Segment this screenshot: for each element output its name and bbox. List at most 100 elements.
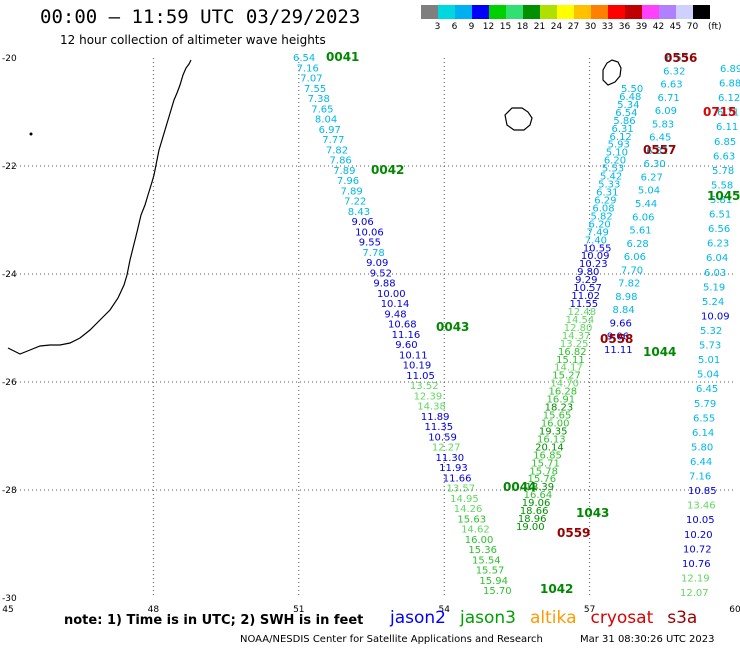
swh-value: 11.11 bbox=[604, 345, 633, 356]
swh-value: 6.29 bbox=[594, 195, 616, 206]
swh-value: 6.63 bbox=[713, 151, 735, 162]
swh-value: 6.12 bbox=[718, 93, 740, 104]
swh-value: 7.07 bbox=[300, 74, 322, 85]
swh-value: 10.11 bbox=[399, 350, 428, 361]
colorbar-swatch bbox=[506, 5, 523, 19]
colorbar-swatch bbox=[472, 5, 489, 19]
swh-value: 10.20 bbox=[684, 530, 713, 541]
swh-value: 5.33 bbox=[598, 180, 620, 191]
colorbar-swatch bbox=[642, 5, 659, 19]
legend-altika: altika bbox=[530, 608, 577, 628]
swh-value: 15.63 bbox=[457, 514, 486, 525]
swh-value: 6.85 bbox=[714, 137, 736, 148]
swh-value: 11.35 bbox=[425, 422, 454, 433]
swh-value: 5.10 bbox=[606, 148, 628, 159]
swh-value: 7.96 bbox=[337, 176, 359, 187]
swh-value: 15.78 bbox=[529, 466, 558, 477]
swh-value: 5.50 bbox=[621, 84, 643, 95]
swh-value: 6.54 bbox=[615, 108, 637, 119]
swh-value: 5.58 bbox=[711, 180, 733, 191]
swh-value: 6.30 bbox=[643, 159, 665, 170]
swh-value: 6.06 bbox=[632, 212, 654, 223]
swh-value: 5.80 bbox=[691, 442, 713, 453]
swh-value: 8.04 bbox=[315, 115, 337, 126]
colorbar-swatch bbox=[591, 5, 608, 19]
colorbar-label: 12 bbox=[482, 22, 495, 32]
swh-value: 19.00 bbox=[516, 522, 545, 533]
colorbar-swatch bbox=[455, 5, 472, 19]
swh-value: 12.19 bbox=[681, 573, 710, 584]
lat-tick-label: -26 bbox=[2, 378, 17, 388]
colorbar-label: 24 bbox=[550, 22, 563, 32]
axis-labels: 45 48 51 54 57 60 -20 -22 -24 -26 -28 -30 bbox=[2, 54, 740, 615]
map-title: 00:00 – 11:59 UTC 03/29/2023 bbox=[40, 6, 361, 28]
swh-value: 6.28 bbox=[627, 239, 649, 250]
swh-value: 9.80 bbox=[577, 267, 599, 278]
colorbar-swatch bbox=[693, 5, 710, 19]
swh-value: 7.70 bbox=[621, 265, 643, 276]
swh-value: 9.06 bbox=[351, 217, 373, 228]
swh-value: 15.57 bbox=[476, 566, 505, 577]
swh-value: 15.54 bbox=[472, 555, 501, 566]
swh-value: 6.14 bbox=[692, 428, 714, 439]
colorbar-label: 21 bbox=[533, 22, 546, 32]
swh-value: 5.44 bbox=[635, 199, 657, 210]
swh-value: 16.64 bbox=[524, 490, 553, 501]
swh-value: 11.05 bbox=[406, 371, 435, 382]
swh-value: 15.94 bbox=[479, 576, 508, 587]
colorbar-label: 27 bbox=[567, 22, 580, 32]
pass-label: 0041 bbox=[326, 50, 359, 64]
lon-tick-label: 60 bbox=[729, 605, 740, 615]
swh-value: 11.93 bbox=[439, 463, 468, 474]
swh-value: 18.23 bbox=[545, 403, 574, 414]
swh-value: 11.02 bbox=[571, 291, 600, 302]
swh-value: 16.13 bbox=[537, 434, 566, 445]
colorbar-label: 39 bbox=[635, 22, 648, 32]
swh-value: 12.07 bbox=[680, 588, 709, 599]
swh-value: 15.76 bbox=[527, 474, 556, 485]
pass-label: 0715 bbox=[703, 105, 736, 119]
swh-value: 10.14 bbox=[381, 299, 410, 310]
swh-value: 7.16 bbox=[689, 472, 711, 483]
swh-value: 6.54 bbox=[293, 53, 315, 64]
colorbar-swatch bbox=[625, 5, 642, 19]
swh-value: 16.85 bbox=[533, 450, 562, 461]
satellite-legend: jason2 jason3 altika cryosat s3a bbox=[390, 608, 711, 628]
madagascar-coastline bbox=[7, 59, 192, 355]
swh-value: 12.39 bbox=[414, 391, 443, 402]
swh-value: 14.37 bbox=[562, 331, 591, 342]
swh-value: 14.70 bbox=[550, 379, 579, 390]
swh-value: 10.19 bbox=[403, 361, 432, 372]
swh-value: 6.55 bbox=[693, 413, 715, 424]
pass-label: 0557 bbox=[643, 143, 676, 157]
swh-value: 6.71 bbox=[658, 93, 680, 104]
swh-value: 10.59 bbox=[428, 432, 457, 443]
legend-jason2: jason2 bbox=[390, 608, 446, 628]
swh-value: 14.26 bbox=[454, 504, 483, 515]
colorbar-swatch bbox=[438, 5, 455, 19]
colorbar-label: 42 bbox=[652, 22, 665, 32]
colorbar-label: 70 bbox=[686, 22, 699, 32]
swh-value: 6.97 bbox=[319, 125, 341, 136]
colorbar-swatch bbox=[574, 5, 591, 19]
swh-value: 8.84 bbox=[612, 305, 634, 316]
swh-value: 16.28 bbox=[548, 387, 577, 398]
swh-value: 10.68 bbox=[388, 320, 417, 331]
colorbar-swatch bbox=[676, 5, 693, 19]
swh-value: 7.77 bbox=[322, 135, 344, 146]
swh-value: 6.56 bbox=[708, 224, 730, 235]
swh-value: 7.49 bbox=[587, 227, 609, 238]
swh-value: 5.32 bbox=[700, 326, 722, 337]
swh-value: 6.20 bbox=[604, 156, 626, 167]
swh-value: 16.00 bbox=[465, 535, 494, 546]
lat-tick-label: -24 bbox=[2, 270, 17, 280]
swh-value: 6.45 bbox=[696, 384, 718, 395]
swh-value: 7.82 bbox=[618, 279, 640, 290]
colorbar-swatch bbox=[523, 5, 540, 19]
swh-value: 13.57 bbox=[446, 484, 475, 495]
colorbar-swatch bbox=[608, 5, 625, 19]
pass-label: 0043 bbox=[436, 320, 469, 334]
swh-value: 9.06 bbox=[607, 332, 629, 343]
colorbar-label: 15 bbox=[499, 22, 512, 32]
swh-value: 15.70 bbox=[483, 586, 512, 597]
